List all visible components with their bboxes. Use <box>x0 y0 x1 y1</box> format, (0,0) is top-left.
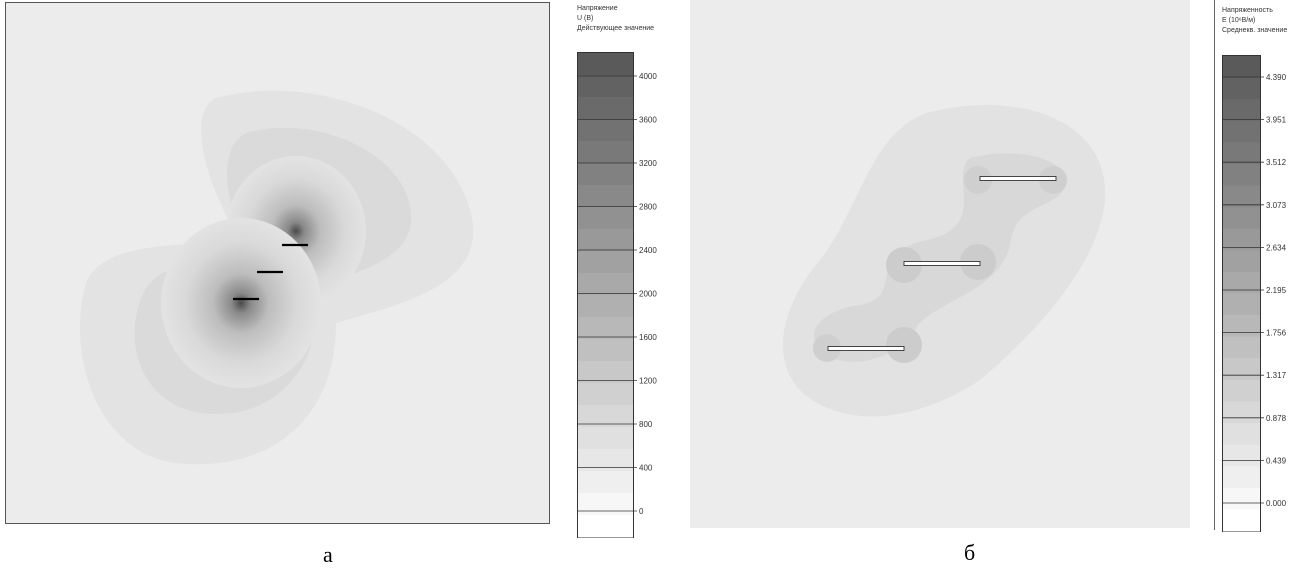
potential-field-svg <box>6 3 549 523</box>
legend-swatch <box>578 405 633 428</box>
legend-swatch <box>578 471 633 494</box>
legend-swatch <box>1223 77 1260 100</box>
legend-a-title-line: Напряжение <box>577 5 618 12</box>
legend-swatch <box>1223 163 1260 187</box>
field-strength-svg <box>690 0 1190 528</box>
legend-swatch <box>578 251 633 274</box>
legend-b-colorbar: 4.390 3.951 3.512 3.073 2.634 2.195 1.756 1.317… <box>1222 55 1287 532</box>
legend-swatch <box>578 295 633 318</box>
legend-tick-label: 3200 <box>639 159 657 168</box>
legend-b-title-line: Среднекв. значение <box>1222 27 1288 34</box>
legend-swatch <box>1223 509 1260 532</box>
field-hotspot <box>886 327 922 363</box>
contour-inner <box>813 153 1066 362</box>
electrode-lower <box>827 346 905 351</box>
legend-swatch <box>578 141 633 164</box>
legend-swatch <box>578 207 633 230</box>
legend-swatch <box>578 119 633 142</box>
legend-swatch <box>578 97 633 120</box>
legend-swatch <box>578 229 633 252</box>
legend-swatch <box>578 185 633 208</box>
field-hotspot <box>964 166 992 194</box>
electrode-upper <box>979 176 1057 181</box>
legend-swatch <box>1223 250 1260 273</box>
legend-tick-label: 3.512 <box>1266 158 1287 167</box>
legend-tick-label: 1600 <box>639 333 657 342</box>
field-hotspot <box>813 334 841 362</box>
legend-swatch <box>578 427 633 450</box>
legend-swatch <box>578 515 633 538</box>
legend-swatch <box>1223 401 1260 424</box>
legend-b-separator <box>1214 0 1215 530</box>
legend-swatch <box>1223 185 1260 208</box>
caption-a: а <box>323 542 333 567</box>
field-strength-plot <box>690 0 1190 528</box>
legend-tick-label: 0.878 <box>1266 414 1287 423</box>
legend-tick-label: 0.000 <box>1266 499 1287 508</box>
legend-tick-label: 2000 <box>639 290 657 299</box>
legend-swatch <box>1223 56 1260 79</box>
legend-swatch <box>1223 99 1260 122</box>
legend-tick-label: 3600 <box>639 116 657 125</box>
legend-tick-label: 1.317 <box>1266 371 1287 380</box>
legend-swatch <box>1223 315 1260 338</box>
legend-swatch <box>1223 120 1260 143</box>
legend-swatch <box>578 449 633 472</box>
legend-tick-label: 0.439 <box>1266 456 1287 465</box>
legend-a-title-line: Действующее значение <box>577 25 654 32</box>
legend-tick-label: 0 <box>639 507 644 516</box>
legend-swatch <box>1223 293 1260 316</box>
legend-swatch <box>1223 228 1260 251</box>
legend-a-colorbar: 4000 3600 3200 2800 2400 2000 1600 1200 800 400 0 <box>577 52 657 538</box>
legend-tick-label: 4.390 <box>1266 73 1287 82</box>
legend-swatch <box>578 361 633 384</box>
legend-tick-label: 4000 <box>639 72 657 81</box>
legend-swatch <box>1223 207 1260 230</box>
legend-swatch <box>1223 336 1260 359</box>
legend-swatch <box>578 53 633 76</box>
legend-swatch <box>578 163 633 186</box>
legend-a-title-line: U (В) <box>577 15 594 22</box>
legend-tick-label: 3.073 <box>1266 201 1287 210</box>
legend-swatch <box>1223 466 1260 489</box>
legend-b-title-line: E (10⁶В/м) <box>1222 17 1256 24</box>
legend-swatch <box>578 493 633 516</box>
legend-swatch <box>578 273 633 296</box>
legend-swatch <box>1223 379 1260 402</box>
legend-swatch <box>578 75 633 98</box>
legend-swatch <box>1223 444 1260 467</box>
potential-field-plot <box>5 2 550 524</box>
lower-potential-lobe <box>161 218 321 388</box>
legend-tick-label: 2800 <box>639 203 657 212</box>
legend-tick-label: 400 <box>639 464 653 473</box>
legend-swatch <box>578 339 633 362</box>
legend-swatch <box>1223 142 1260 165</box>
legend-swatch <box>1223 358 1260 381</box>
legend-b-title: Напряженность E (10⁶В/м) Среднекв. значе… <box>1222 6 1287 36</box>
legend-tick-label: 1.756 <box>1266 329 1287 338</box>
caption-b: б <box>964 540 976 565</box>
legend-tick-label: 3.951 <box>1266 116 1287 125</box>
legend-tick-label: 2.195 <box>1266 286 1287 295</box>
legend-b-title-line: Напряженность <box>1222 7 1273 14</box>
legend-b-svg: 4.390 3.951 3.512 3.073 2.634 2.195 1.756 1.317… <box>1223 56 1287 532</box>
legend-swatch <box>578 383 633 406</box>
legend-tick-label: 1200 <box>639 377 657 386</box>
legend-a-title: Напряжение U (В) Действующее значение <box>577 4 654 34</box>
legend-tick-label: 800 <box>639 420 653 429</box>
legend-swatch <box>1223 271 1260 294</box>
legend-swatch <box>1223 487 1260 510</box>
legend-tick-label: 2.634 <box>1266 243 1287 252</box>
legend-swatch <box>578 317 633 340</box>
legend-swatch <box>1223 423 1260 446</box>
legend-tick-label: 2400 <box>639 246 657 255</box>
electrode-middle <box>903 261 981 266</box>
